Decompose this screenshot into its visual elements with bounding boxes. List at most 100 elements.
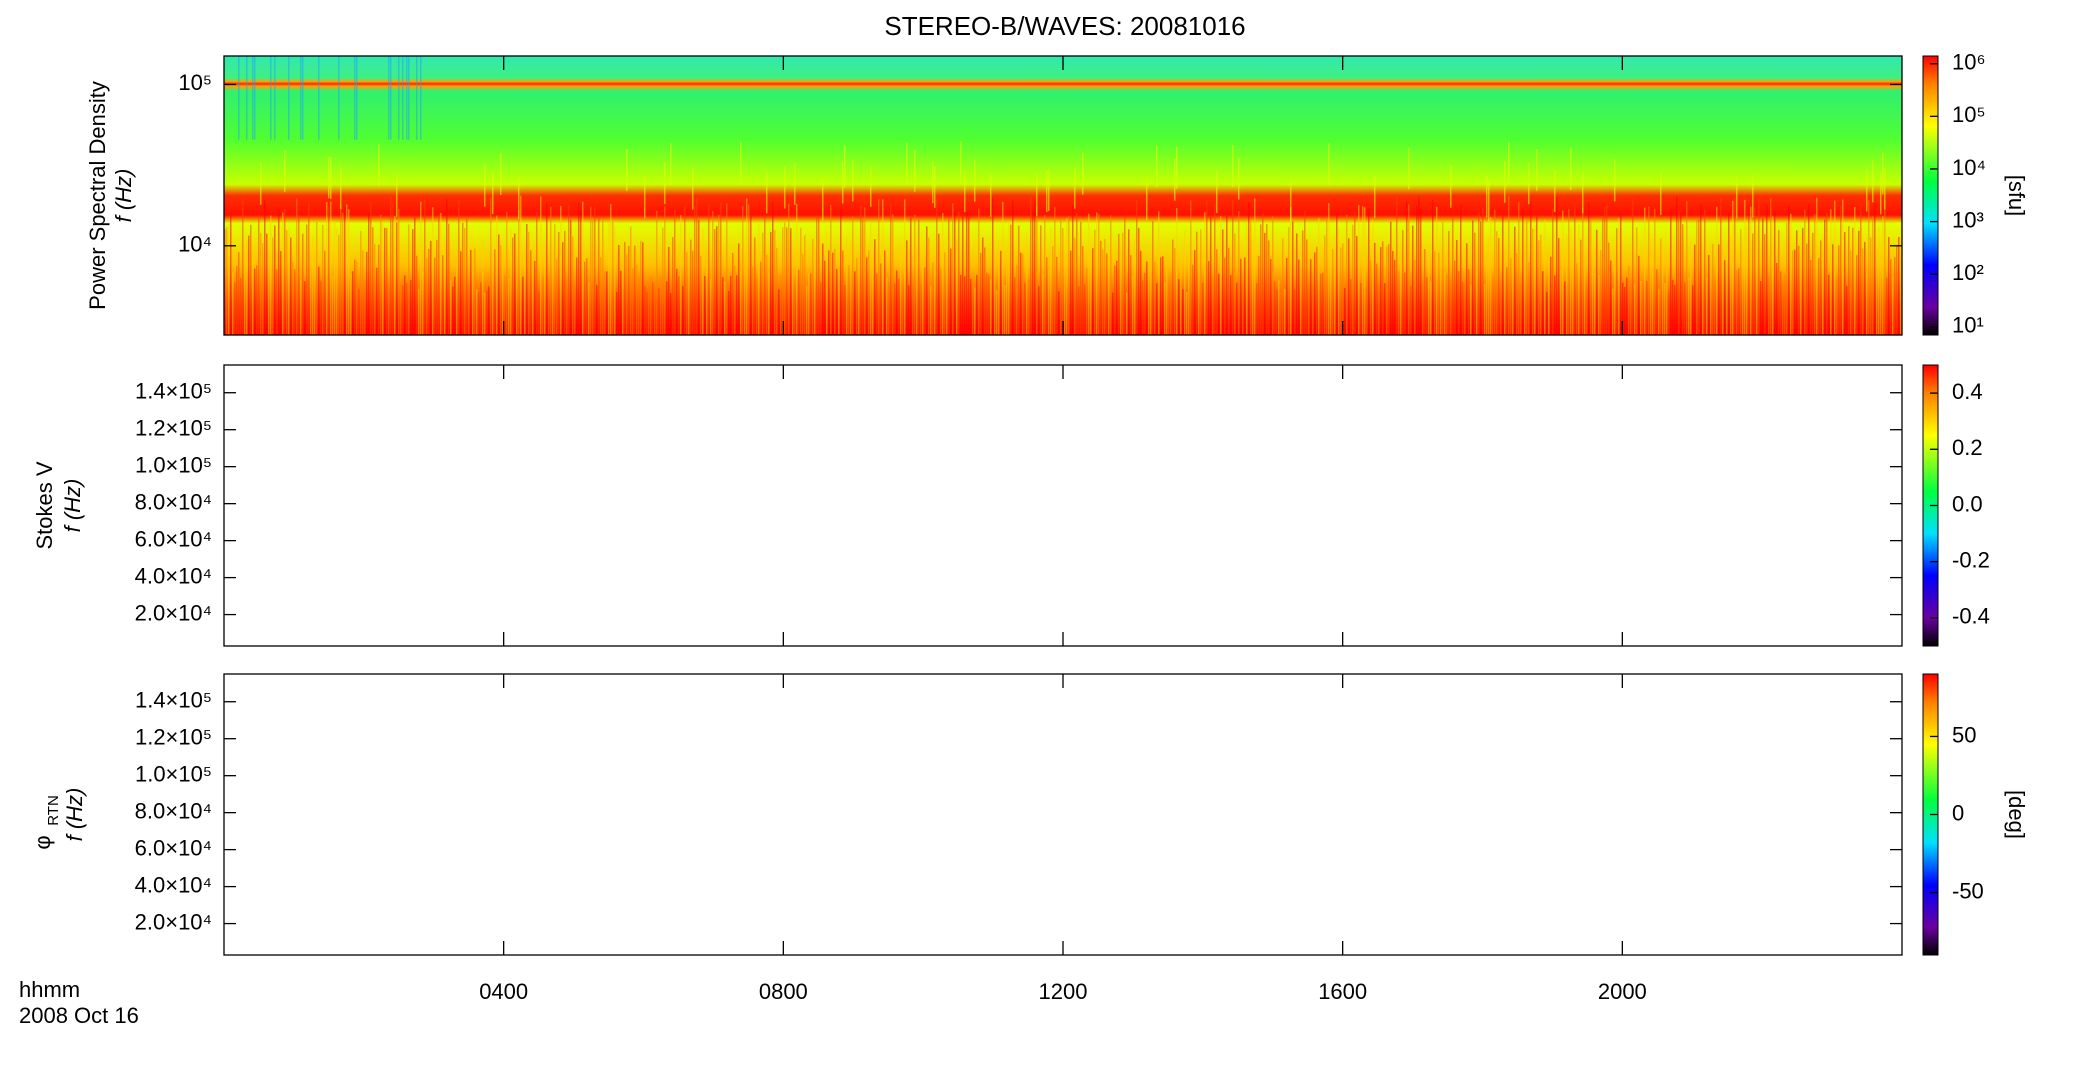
spectrogram-streak	[498, 234, 500, 335]
spectrogram-streak	[1494, 209, 1496, 335]
spectrogram-streak	[1420, 209, 1422, 335]
spectrogram-streak	[1174, 248, 1176, 335]
spectrogram-streak	[700, 256, 702, 335]
spectrogram-streak	[406, 282, 408, 335]
spectrogram-streak	[1450, 165, 1452, 208]
y-tick-label: 10⁴	[178, 232, 212, 257]
spectrogram-streak	[1218, 273, 1220, 335]
y-axis-label: φ	[30, 835, 55, 849]
spectrogram-streak	[300, 279, 302, 335]
spectrogram-streak	[1136, 200, 1138, 335]
spectrogram-streak	[954, 211, 956, 335]
spectrogram-streak	[602, 221, 604, 335]
spectrogram-streak	[604, 271, 606, 335]
spectrogram-streak	[1536, 216, 1538, 335]
spectrogram-streak	[482, 237, 484, 335]
spectrogram-streak	[1222, 229, 1224, 335]
spectrogram-streak	[1054, 206, 1056, 335]
spectrogram-streak	[1900, 265, 1902, 335]
spectrogram-streak	[396, 222, 398, 335]
spectrogram-streak	[838, 269, 840, 335]
spectrogram-streak	[1556, 197, 1558, 335]
spectrogram-streak	[292, 261, 294, 335]
spectrogram-streak	[288, 229, 290, 335]
spectrogram-streak	[1128, 229, 1130, 335]
spectrogram-streak	[270, 56, 272, 140]
spectrogram-streak	[844, 284, 846, 335]
spectrogram-streak	[326, 202, 328, 335]
spectrogram-streak	[916, 252, 918, 335]
spectrogram-streak	[1802, 228, 1804, 335]
spectrogram-streak	[1344, 288, 1346, 335]
spectrogram-streak	[1508, 141, 1510, 184]
spectrogram-streak	[1168, 288, 1170, 335]
spectrogram-streak	[730, 275, 732, 335]
spectrogram-streak	[1808, 205, 1810, 335]
spectrogram-streak	[382, 222, 384, 335]
spectrogram-streak	[668, 247, 670, 335]
spectrogram-streak	[766, 171, 768, 214]
spectrogram-streak	[1782, 284, 1784, 335]
spectrogram-streak	[716, 226, 718, 335]
spectrogram-streak	[1764, 234, 1766, 335]
spectrogram-streak	[584, 261, 586, 335]
spectrogram-streak	[658, 288, 660, 335]
spectrogram-streak	[460, 251, 462, 335]
spectrogram-streak	[760, 261, 762, 335]
spectrogram-streak	[638, 276, 640, 335]
spectrogram-streak	[1880, 259, 1882, 335]
colorbar-tick-label: 0.0	[1952, 491, 1983, 516]
x-tick-label: 1600	[1318, 979, 1367, 1004]
spectrogram-streak	[1434, 251, 1436, 335]
spectrogram-streak	[1666, 257, 1668, 335]
spectrogram-streak	[1832, 244, 1834, 335]
spectrogram-streak	[1588, 202, 1590, 335]
spectrogram-streak	[958, 211, 960, 335]
spectrogram-streak	[1146, 178, 1148, 221]
spectrogram-streak	[1126, 292, 1128, 335]
spectrogram-streak	[934, 166, 936, 208]
spectrogram-streak	[1244, 257, 1246, 335]
spectrogram-streak	[1242, 290, 1244, 335]
spectrogram-streak	[942, 213, 944, 335]
spectrogram-streak	[1428, 254, 1430, 335]
spectrogram-streak	[1328, 143, 1330, 186]
spectrogram-streak	[1454, 260, 1456, 335]
spectrogram-streak	[1898, 237, 1900, 335]
y-tick-label: 2.0×10⁴	[135, 909, 212, 934]
spectrogram-streak	[398, 56, 400, 140]
spectrogram-streak	[1182, 289, 1184, 335]
spectrogram-streak	[1584, 258, 1586, 335]
spectrogram-streak	[1314, 252, 1316, 335]
spectrogram-streak	[588, 281, 590, 335]
spectrogram-streak	[1756, 224, 1758, 335]
spectrogram-streak	[396, 174, 398, 217]
spectrogram-streak	[1684, 282, 1686, 335]
spectrogram-streak	[1046, 257, 1048, 335]
spectrogram-streak	[1658, 288, 1660, 335]
spectrogram-streak	[904, 199, 906, 335]
spectrogram-streak	[1172, 239, 1174, 335]
spectrogram-streak	[922, 264, 924, 335]
spectrogram-streak	[374, 243, 376, 335]
spectrogram-streak	[1468, 269, 1470, 335]
spectrogram-streak	[438, 214, 440, 335]
plot-frame	[223, 673, 1903, 956]
spectrogram-streak	[282, 212, 284, 335]
spectrogram-streak	[410, 279, 412, 335]
spectrogram-streak	[1606, 204, 1608, 335]
spectrogram-streak	[1368, 208, 1370, 335]
spectrogram-streak	[476, 289, 478, 335]
spectrogram-streak	[914, 214, 916, 335]
y-axis-label: Stokes V	[32, 461, 57, 549]
spectrogram-streak	[298, 215, 300, 335]
spectrogram-streak	[896, 270, 898, 335]
spectrogram-streak	[1004, 284, 1006, 335]
colorbar	[1922, 55, 1939, 336]
spectrogram-streak	[846, 235, 848, 335]
spectrogram-streak	[884, 250, 886, 335]
spectrogram-streak	[300, 56, 302, 140]
spectrogram-streak	[1256, 283, 1258, 335]
spectrogram-streak	[656, 210, 658, 335]
y-tick-label: 10⁵	[178, 70, 212, 95]
